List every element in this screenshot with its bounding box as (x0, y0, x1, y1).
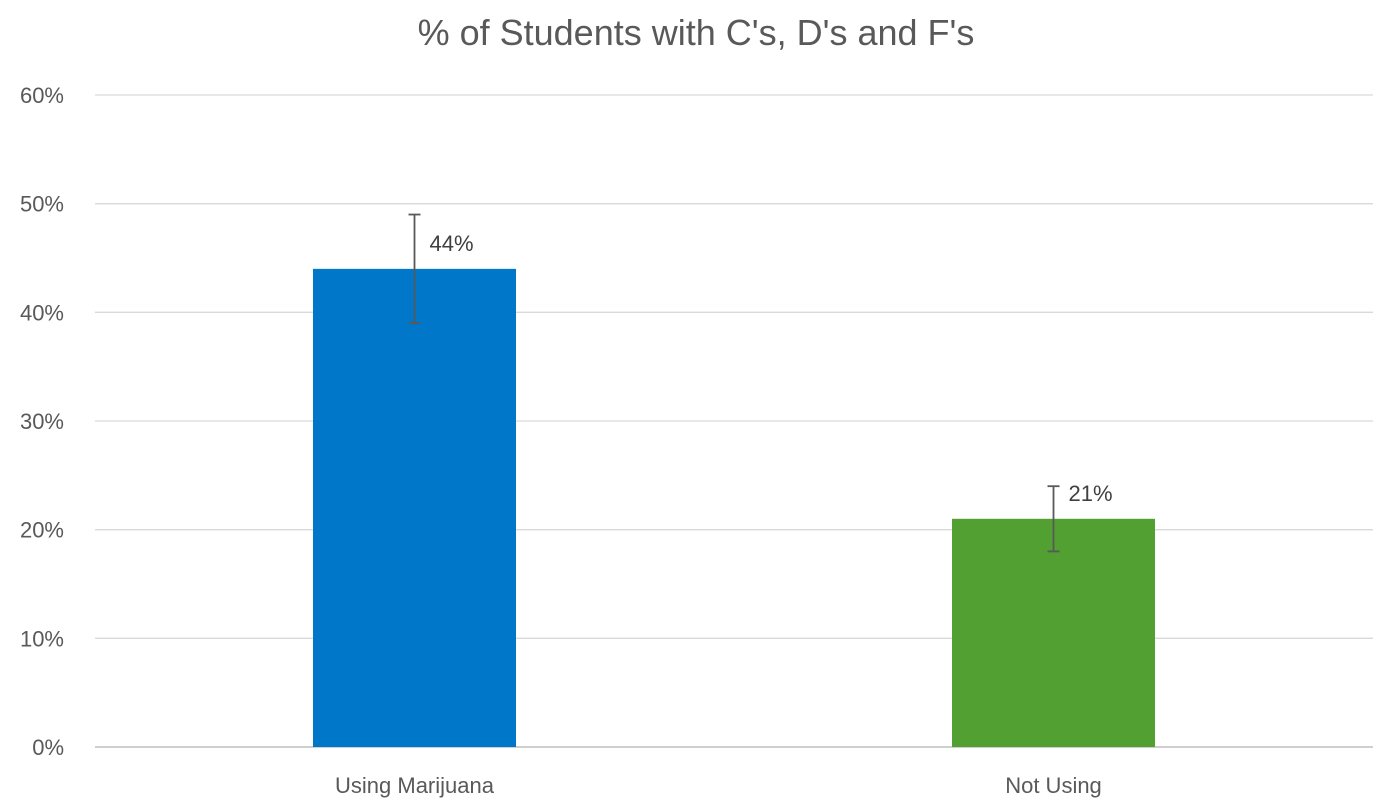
y-tick-label: 30% (20, 409, 64, 434)
y-tick-label: 20% (20, 518, 64, 543)
error-bar-2 (1047, 485, 1060, 553)
y-axis-ticks: 0% 10% 20% 30% 40% 50% 60% (20, 83, 64, 760)
y-tick-label: 40% (20, 300, 64, 325)
category-label-2: Not Using (1005, 773, 1102, 798)
y-tick-label: 10% (20, 626, 64, 651)
gridlines (95, 94, 1373, 748)
error-bars (408, 213, 1060, 553)
bar-2 (952, 518, 1155, 747)
y-tick-label: 0% (32, 735, 64, 760)
data-label-1: 44% (430, 231, 474, 256)
category-label-1: Using Marijuana (335, 773, 495, 798)
chart-title: % of Students with C's, D's and F's (418, 12, 975, 53)
x-axis-categories: Using Marijuana Not Using (335, 773, 1102, 798)
y-tick-label: 50% (20, 192, 64, 217)
bar-1 (313, 268, 516, 747)
data-label-2: 21% (1069, 481, 1113, 506)
error-bar-1 (408, 213, 421, 325)
data-labels: 44% 21% (430, 231, 1113, 506)
bars (313, 268, 1155, 747)
y-tick-label: 60% (20, 83, 64, 108)
